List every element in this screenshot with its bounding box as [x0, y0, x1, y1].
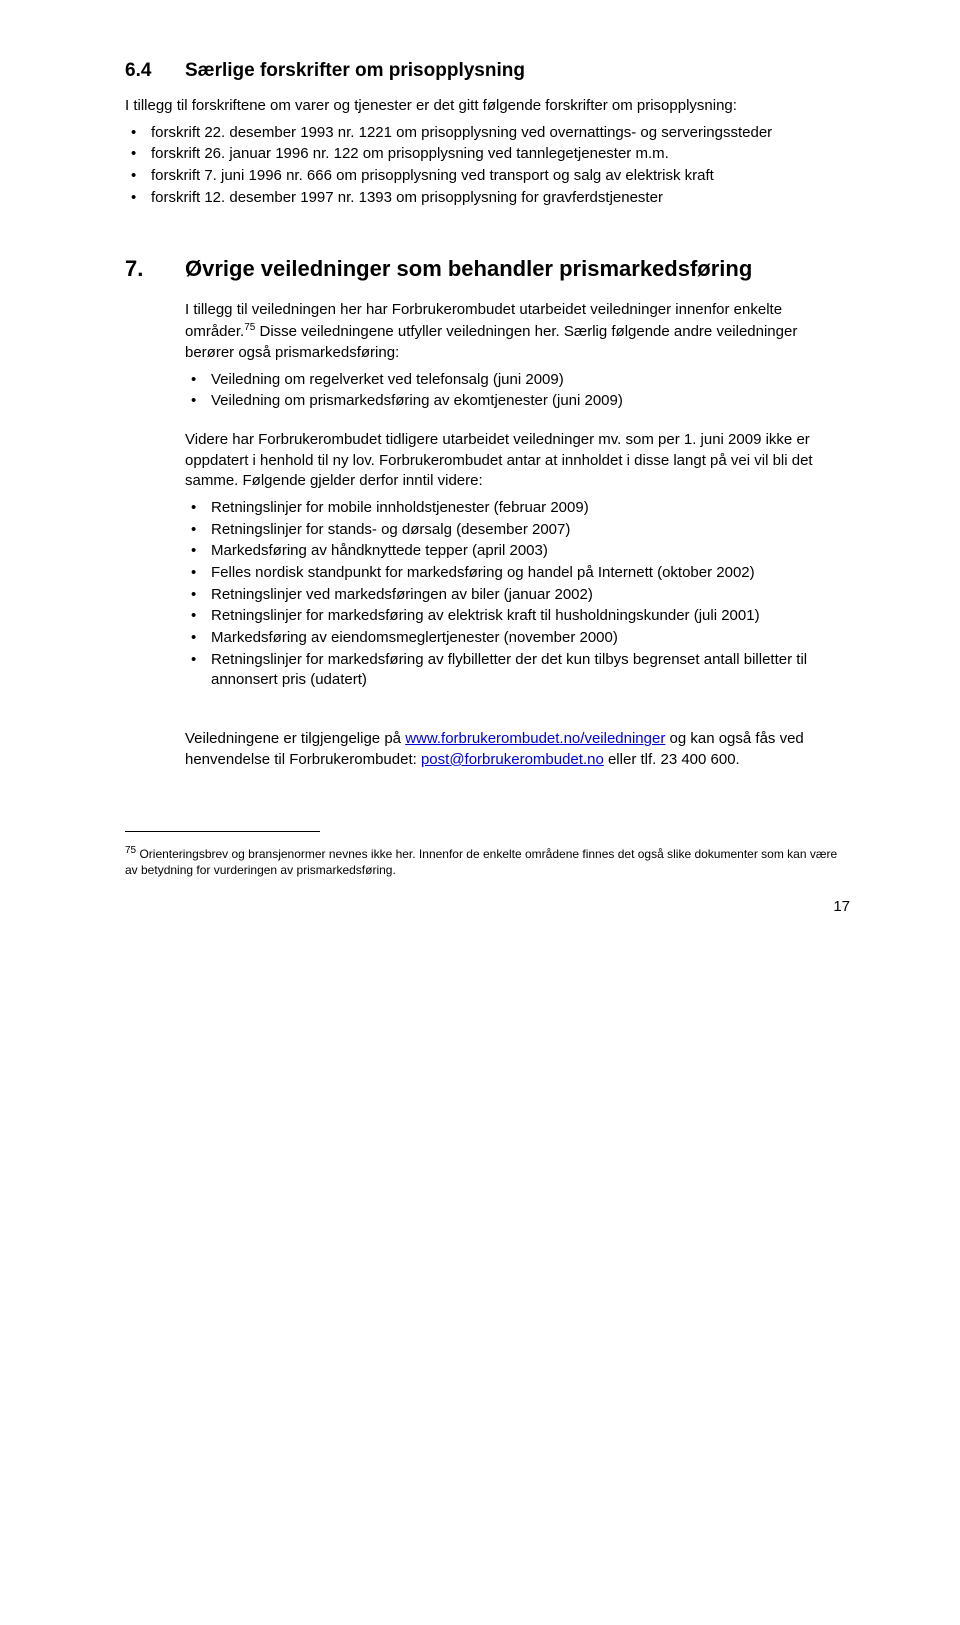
spacer [185, 709, 850, 729]
list-item: Veiledning om prismarkedsføring av ekomt… [185, 391, 850, 412]
chapter-number: 7. [125, 256, 185, 282]
section-6-4-heading: 6.4 Særlige forskrifter om prisopplysnin… [125, 60, 850, 82]
footnote-text: Orienteringsbrev og bransjenormer nevnes… [125, 847, 837, 877]
closing-text: eller tlf. 23 400 600. [604, 751, 740, 768]
section-number: 6.4 [125, 60, 185, 82]
chapter-7-closing: Veiledningene er tilgjengelige på www.fo… [185, 729, 850, 770]
list-item: forskrift 26. januar 1996 nr. 122 om pri… [125, 144, 850, 165]
page-number: 17 [125, 898, 850, 915]
footnote-separator [125, 831, 320, 832]
section-title: Særlige forskrifter om prisopplysning [185, 60, 525, 82]
para-text: Disse veiledningene utfyller veiledninge… [185, 323, 797, 361]
chapter-7-body: I tillegg til veiledningen her har Forbr… [125, 300, 850, 770]
chapter-7-bullets-1: Veiledning om regelverket ved telefonsal… [185, 370, 850, 412]
list-item: Retningslinjer for markedsføring av elek… [185, 606, 850, 627]
document-page: 6.4 Særlige forskrifter om prisopplysnin… [0, 0, 960, 955]
chapter-title: Øvrige veiledninger som behandler prisma… [185, 256, 752, 282]
section-6-4-bullets: forskrift 22. desember 1993 nr. 1221 om … [125, 123, 850, 209]
list-item: Markedsføring av håndknyttede tepper (ap… [185, 541, 850, 562]
footnote-marker: 75 [244, 322, 255, 333]
list-item: Veiledning om regelverket ved telefonsal… [185, 370, 850, 391]
list-item: Retningslinjer for stands- og dørsalg (d… [185, 520, 850, 541]
list-item: Markedsføring av eiendomsmeglertjenester… [185, 628, 850, 649]
link-email[interactable]: post@forbrukerombudet.no [421, 751, 604, 768]
list-item: Felles nordisk standpunkt for markedsfør… [185, 563, 850, 584]
list-item: Retningslinjer for mobile innholdstjenes… [185, 498, 850, 519]
chapter-7-bullets-2: Retningslinjer for mobile innholdstjenes… [185, 498, 850, 691]
list-item: Retningslinjer for markedsføring av flyb… [185, 650, 850, 691]
link-veiledninger[interactable]: www.forbrukerombudet.no/veiledninger [405, 730, 665, 747]
list-item: Retningslinjer ved markedsføringen av bi… [185, 585, 850, 606]
section-6-4-intro: I tillegg til forskriftene om varer og t… [125, 96, 850, 117]
footnote-75: 75 Orienteringsbrev og bransjenormer nev… [125, 844, 850, 878]
chapter-7-para2: Videre har Forbrukerombudet tidligere ut… [185, 430, 850, 492]
chapter-7-heading: 7. Øvrige veiledninger som behandler pri… [125, 256, 850, 282]
list-item: forskrift 12. desember 1997 nr. 1393 om … [125, 188, 850, 209]
list-item: forskrift 22. desember 1993 nr. 1221 om … [125, 123, 850, 144]
chapter-7-para1: I tillegg til veiledningen her har Forbr… [185, 300, 850, 363]
list-item: forskrift 7. juni 1996 nr. 666 om prisop… [125, 166, 850, 187]
footnote-number: 75 [125, 845, 136, 856]
closing-text: Veiledningene er tilgjengelige på [185, 730, 405, 747]
